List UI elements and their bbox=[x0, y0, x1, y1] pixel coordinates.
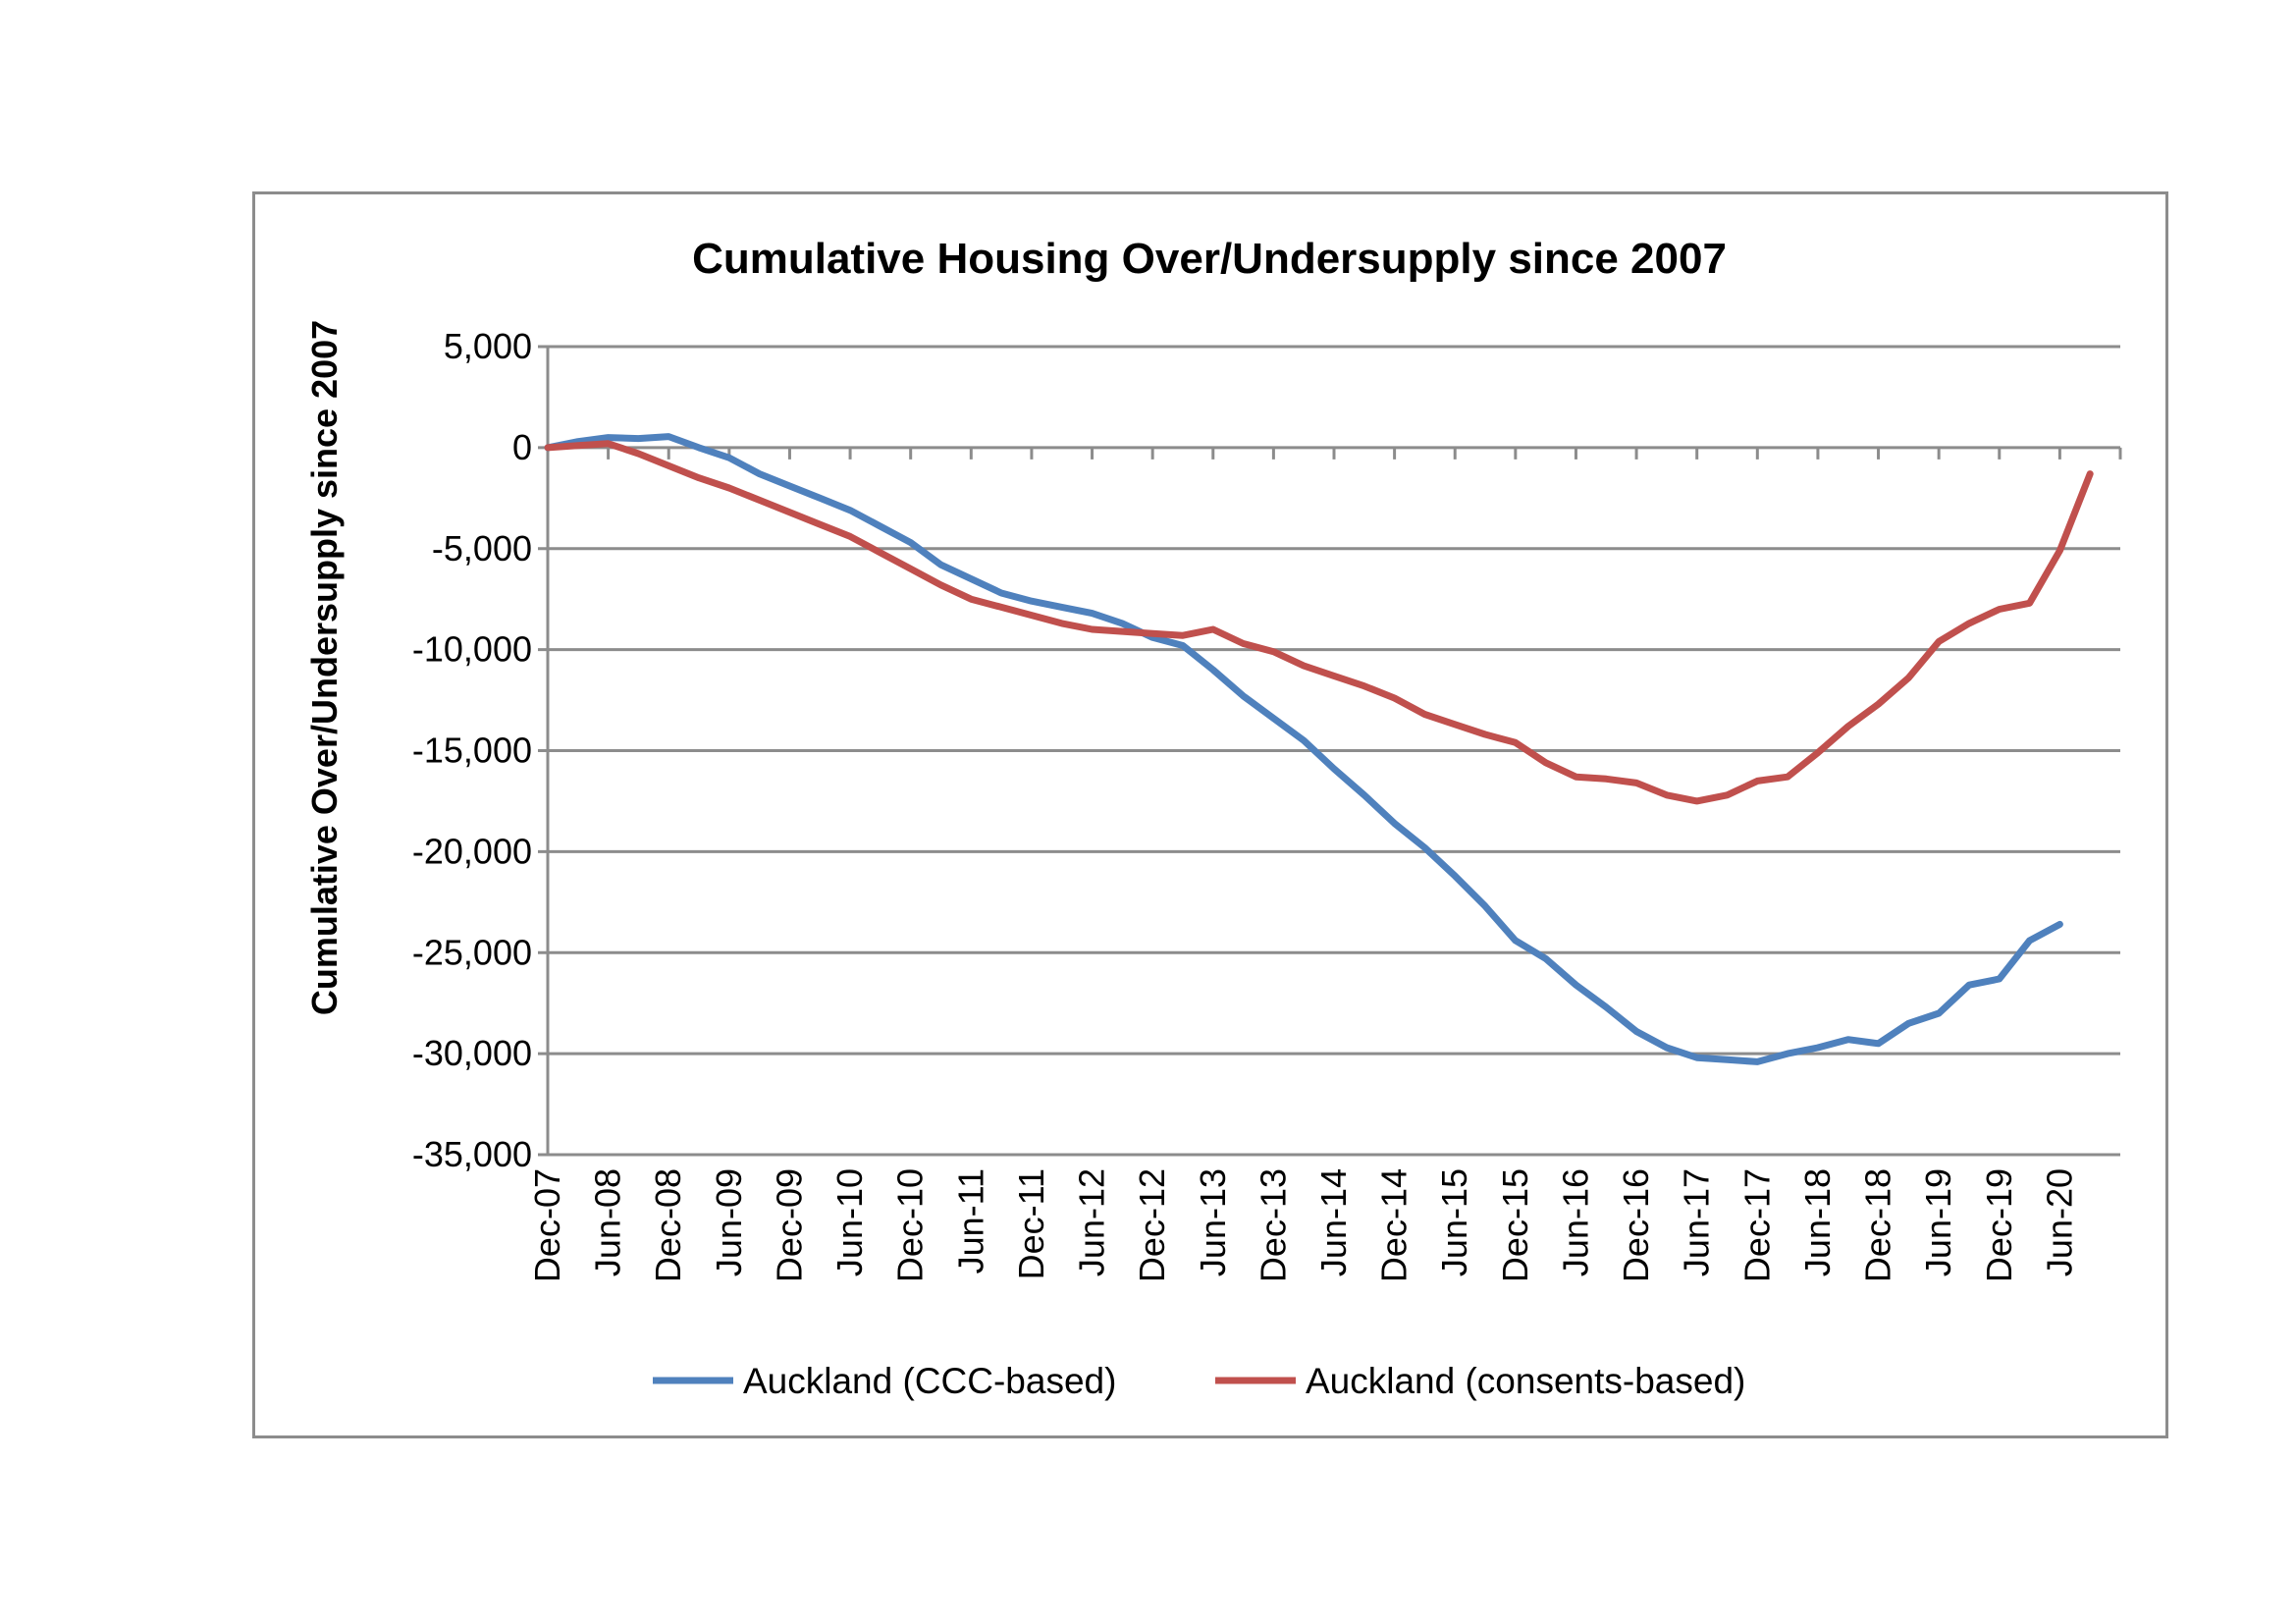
x-tick-label: Dec-09 bbox=[769, 1168, 809, 1282]
series-line-consents-based bbox=[544, 440, 2094, 805]
y-tick-label: 0 bbox=[512, 427, 532, 467]
x-tick-label: Jun-13 bbox=[1193, 1168, 1233, 1276]
gridlines bbox=[548, 345, 2120, 1056]
x-tick-label: Jun-20 bbox=[2039, 1168, 2079, 1276]
x-tick-label: Dec-13 bbox=[1253, 1168, 1293, 1282]
y-tick-label: -25,000 bbox=[412, 932, 532, 972]
x-tick-label: Jun-12 bbox=[1072, 1168, 1112, 1276]
x-tick-label: Dec-18 bbox=[1858, 1168, 1898, 1282]
y-tick-label: -35,000 bbox=[412, 1134, 532, 1174]
x-tick-label: Jun-16 bbox=[1555, 1168, 1595, 1276]
y-tick-label: -5,000 bbox=[432, 528, 532, 568]
x-tick-label: Dec-10 bbox=[890, 1168, 931, 1282]
x-tick-label: Jun-09 bbox=[709, 1168, 749, 1276]
y-axis-label: Cumulative Over/Undersupply since 2007 bbox=[304, 320, 345, 1015]
series-line-ccc-based bbox=[544, 433, 2063, 1065]
chart-title: Cumulative Housing Over/Undersupply sinc… bbox=[692, 235, 1727, 283]
x-tick-label: Dec-19 bbox=[1979, 1168, 2019, 1282]
legend: Auckland (CCC-based) Auckland (consents-b… bbox=[653, 1361, 1745, 1401]
y-tick-label: 5,000 bbox=[444, 326, 532, 366]
y-tick-label: -20,000 bbox=[412, 831, 532, 871]
legend-item-ccc-based-label: Auckland (CCC-based) bbox=[743, 1361, 1116, 1401]
x-tick-labels: Dec-07 Jun-08 Dec-08 Jun-09 Dec-09 Jun-10 Dec-… bbox=[527, 1168, 2079, 1282]
x-tick-label: Jun-15 bbox=[1434, 1168, 1474, 1276]
x-tick-label: Dec-14 bbox=[1374, 1168, 1415, 1282]
x-tick-label: Dec-11 bbox=[1011, 1168, 1051, 1279]
x-tick-label: Dec-15 bbox=[1495, 1168, 1535, 1282]
x-tick-label: Dec-17 bbox=[1736, 1168, 1777, 1282]
x-tick-label: Jun-19 bbox=[1918, 1168, 1958, 1276]
y-tick-label: -10,000 bbox=[412, 629, 532, 670]
x-tick-label: Jun-17 bbox=[1677, 1168, 1717, 1276]
x-tick-label: Dec-16 bbox=[1616, 1168, 1656, 1282]
x-tick-label: Dec-12 bbox=[1132, 1168, 1172, 1282]
chart-svg: Cumulative Housing Over/Undersupply sinc… bbox=[304, 235, 2122, 1401]
x-tick-label: Jun-08 bbox=[588, 1168, 628, 1276]
x-tick-label: Jun-14 bbox=[1313, 1168, 1354, 1276]
y-tick-labels: 5,000 0 -5,000 -10,000 -15,000 -20,000 -25,000… bbox=[412, 326, 532, 1174]
series-lines bbox=[544, 433, 2094, 1065]
x-tick-label: Dec-07 bbox=[527, 1168, 567, 1282]
x-tick-label: Jun-18 bbox=[1797, 1168, 1838, 1276]
y-tick-label: -30,000 bbox=[412, 1033, 532, 1073]
x-tick-label: Jun-11 bbox=[950, 1168, 990, 1273]
chart-frame: Cumulative Housing Over/Undersupply sinc… bbox=[252, 191, 2168, 1438]
x-tick-label: Dec-08 bbox=[648, 1168, 688, 1282]
y-tick-label: -15,000 bbox=[412, 731, 532, 771]
legend-item-consents-based-label: Auckland (consents-based) bbox=[1306, 1361, 1745, 1401]
x-tick-label: Jun-10 bbox=[829, 1168, 870, 1276]
